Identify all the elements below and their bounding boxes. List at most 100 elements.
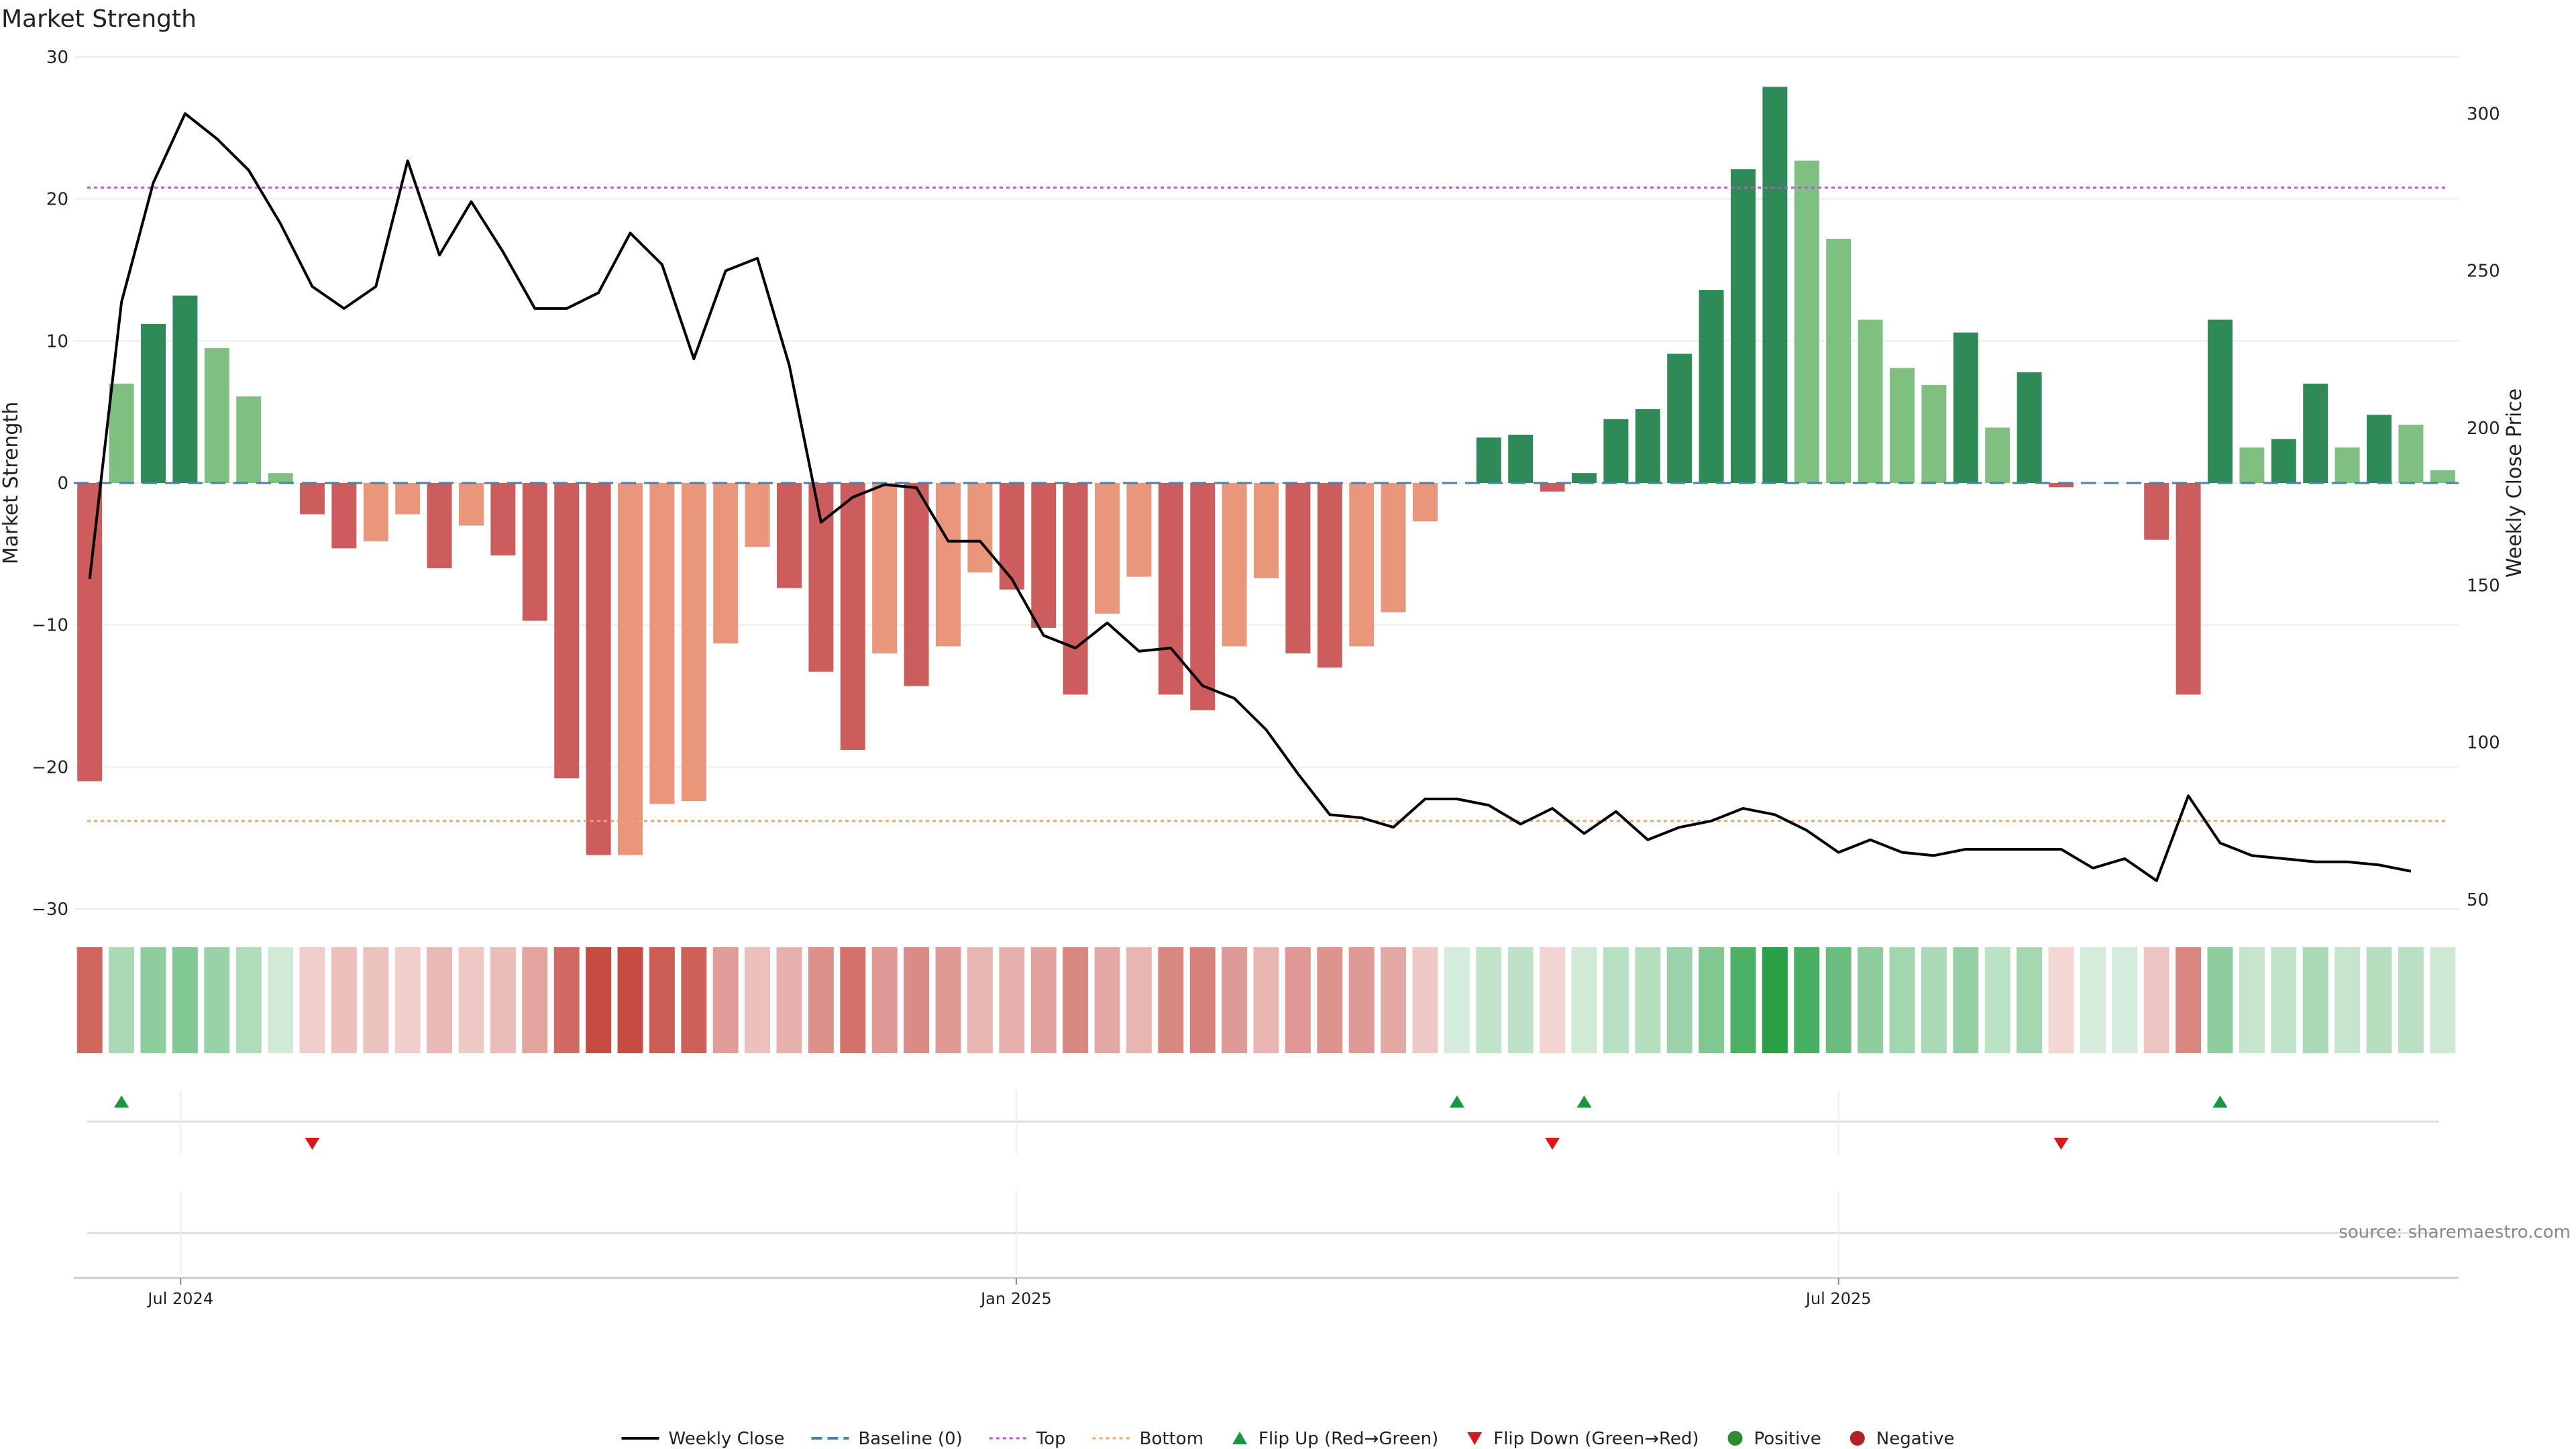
strength-bar bbox=[2367, 415, 2392, 483]
heatmap-cell bbox=[776, 947, 802, 1053]
heatmap-cell bbox=[904, 947, 930, 1053]
strength-bar bbox=[1254, 483, 1279, 578]
strength-bar bbox=[1063, 483, 1088, 695]
strength-bar bbox=[2144, 483, 2169, 540]
legend-swatch-flip-up bbox=[1232, 1432, 1248, 1444]
strength-bar bbox=[2430, 470, 2455, 483]
heatmap-cell bbox=[586, 947, 612, 1053]
y-axis-title: Market Strength bbox=[0, 402, 23, 564]
heatmap-cell bbox=[2302, 947, 2328, 1053]
strength-bar bbox=[1731, 169, 1756, 483]
strength-bar bbox=[1095, 483, 1120, 614]
legend-label: Baseline (0) bbox=[858, 1429, 962, 1449]
strength-bar bbox=[1158, 483, 1183, 695]
strength-bar bbox=[1540, 483, 1565, 492]
strength-bar bbox=[1285, 483, 1311, 653]
strength-bar bbox=[2303, 383, 2328, 483]
strength-bar bbox=[268, 473, 293, 483]
strength-bar bbox=[936, 483, 961, 647]
reference-lines-layer bbox=[74, 186, 2459, 822]
strength-bar bbox=[1349, 483, 1375, 647]
heatmap-cell bbox=[109, 947, 135, 1053]
heatmap-cell bbox=[1507, 947, 1534, 1053]
heatmap-cell bbox=[617, 947, 643, 1053]
heatmap-cell bbox=[1794, 947, 1820, 1053]
flip-up-marker bbox=[1449, 1095, 1464, 1108]
strength-bar bbox=[1762, 87, 1788, 483]
heatmap-cell bbox=[1825, 947, 1851, 1053]
strength-bar bbox=[904, 483, 929, 686]
heatmap-cell bbox=[2271, 947, 2297, 1053]
flip-up-marker bbox=[1576, 1095, 1592, 1108]
strength-bar bbox=[172, 295, 198, 483]
heatmap-cell bbox=[172, 947, 198, 1053]
heatmap-cell bbox=[2398, 947, 2424, 1053]
weekly-close-line bbox=[88, 112, 2412, 882]
strength-bar bbox=[1985, 427, 2010, 483]
legend-label: Flip Up (Red→Green) bbox=[1258, 1429, 1438, 1449]
heatmap-cell bbox=[1189, 947, 1216, 1053]
strength-bar bbox=[1508, 435, 1534, 483]
strength-bar bbox=[2334, 447, 2360, 483]
heatmap-cell bbox=[1666, 947, 1693, 1053]
strength-bar bbox=[999, 483, 1024, 590]
heatmap-cell bbox=[808, 947, 834, 1053]
y-tick-label: 10 bbox=[46, 331, 68, 352]
strength-bar bbox=[2271, 439, 2296, 483]
strength-bar bbox=[1953, 332, 1978, 483]
heatmap-cell bbox=[1158, 947, 1184, 1053]
strength-bar bbox=[1826, 238, 1851, 483]
strength-bar bbox=[1921, 384, 1947, 483]
strength-bar bbox=[2398, 425, 2424, 483]
heatmap-cell bbox=[1030, 947, 1057, 1053]
x-tick-label: Jul 2025 bbox=[1805, 1289, 1872, 1308]
strength-bar bbox=[427, 483, 452, 568]
bars-layer bbox=[77, 87, 2455, 855]
flip-down-marker bbox=[1545, 1138, 1560, 1150]
heatmap-cell bbox=[1889, 947, 1915, 1053]
heatmap-cell bbox=[394, 947, 421, 1053]
strength-bar bbox=[2017, 372, 2042, 483]
legend-swatch-circle bbox=[1727, 1431, 1743, 1446]
legend: Weekly Close Baseline (0) Top Bottom Flip Up… bbox=[621, 1429, 1955, 1449]
strength-bar bbox=[522, 483, 547, 621]
strength-bar bbox=[1381, 483, 1406, 612]
strength-bar bbox=[1476, 437, 1501, 483]
heatmap-cell bbox=[2080, 947, 2106, 1053]
strength-bar bbox=[490, 483, 516, 555]
strength-bar bbox=[1190, 483, 1216, 710]
strength-bar bbox=[1031, 483, 1057, 628]
heatmap-cell bbox=[1984, 947, 2010, 1053]
heatmap-cell bbox=[76, 947, 103, 1053]
heatmap-cell bbox=[745, 947, 771, 1053]
strength-bar bbox=[363, 483, 388, 541]
heatmap-cell bbox=[1921, 947, 1947, 1053]
strength-bar bbox=[1317, 483, 1342, 668]
heatmap-cell bbox=[2143, 947, 2169, 1053]
heatmap-cell bbox=[1348, 947, 1375, 1053]
heatmap-cell bbox=[204, 947, 230, 1053]
heatmap-cell bbox=[2048, 947, 2074, 1053]
strength-bar bbox=[77, 483, 103, 782]
y-tick-label: 20 bbox=[46, 190, 68, 210]
y2-tick-label: 50 bbox=[2467, 890, 2489, 910]
legend-label: Negative bbox=[1876, 1429, 1955, 1449]
heatmap-cell bbox=[712, 947, 739, 1053]
x-tick-label: Jan 2025 bbox=[979, 1289, 1052, 1308]
strength-bar bbox=[2176, 483, 2201, 695]
heatmap-cell bbox=[2239, 947, 2265, 1053]
strength-bar bbox=[1858, 319, 1883, 483]
strength-bar bbox=[395, 483, 421, 515]
x-axis: Jul 2024 Jan 2025 Jul 2025 bbox=[74, 1277, 2459, 1308]
heatmap-cell bbox=[235, 947, 262, 1053]
legend-swatch-flip-down bbox=[1467, 1432, 1483, 1445]
heatmap-cell bbox=[871, 947, 898, 1053]
heatmap-cell bbox=[1603, 947, 1629, 1053]
strength-bar bbox=[300, 483, 325, 515]
heatmap-cell bbox=[1762, 947, 1788, 1053]
strength-bar bbox=[204, 347, 229, 483]
flip-down-marker bbox=[2053, 1138, 2069, 1150]
strength-bar bbox=[2208, 319, 2233, 483]
heatmap-cell bbox=[1094, 947, 1120, 1053]
